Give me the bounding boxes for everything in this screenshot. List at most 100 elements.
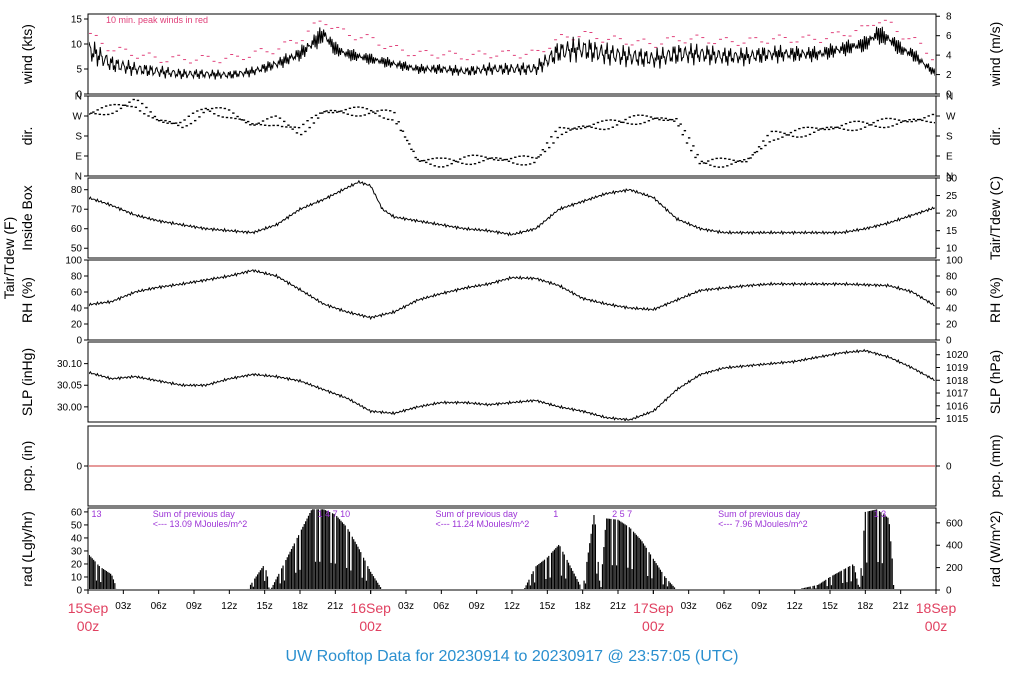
slp-right-tick-label: 1017 — [946, 389, 969, 400]
rh-right-tick-label: 80 — [946, 272, 958, 283]
date-label: 18Sep — [916, 600, 957, 616]
temp-left-tick-label: 80 — [71, 185, 83, 196]
time-tick-label: 12z — [504, 601, 520, 612]
slp-right-tick-label: 1019 — [946, 363, 969, 374]
dir-right-axis-label: dir. — [987, 127, 1003, 146]
time-tick-label: 06z — [151, 601, 167, 612]
wind-left-tick-label: 10 — [71, 40, 83, 51]
temp-right-tick-label: 10 — [946, 244, 958, 255]
wind-right-tick-label: 2 — [946, 70, 952, 81]
rad-right-tick-label: 200 — [946, 563, 963, 574]
time-tick-label: 18z — [857, 601, 873, 612]
dir-left-tick-label: N — [75, 172, 82, 183]
time-tick-label: 03z — [398, 601, 414, 612]
radiation-annotation: <--- 7.96 MJoules/m^2 — [718, 519, 808, 529]
time-tick-label: 06z — [433, 601, 449, 612]
radiation-annotation: Sum of previous day — [153, 509, 236, 519]
time-tick-label: 03z — [115, 601, 131, 612]
slp-right-tick-label: 1015 — [946, 414, 969, 425]
dir-right-tick-label: N — [946, 172, 953, 183]
dir-left-tick-label: E — [75, 152, 82, 163]
rh-left-tick-label: 80 — [71, 272, 83, 283]
dir-left-tick-label: N — [75, 92, 82, 103]
dir-right-tick-label: S — [946, 132, 953, 143]
time-tick-label: 15z — [539, 601, 555, 612]
rh-right-tick-label: 0 — [946, 336, 952, 347]
temp-left-tick-label: 60 — [71, 224, 83, 235]
pcp-right-tick-label: 0 — [946, 462, 952, 473]
time-tick-label: 09z — [469, 601, 485, 612]
temp-frame — [87, 177, 937, 259]
wind-series-line — [89, 26, 935, 80]
rad-right-tick-label: 0 — [946, 586, 952, 597]
rh-left-tick-label: 0 — [76, 336, 82, 347]
time-tick-label: 03z — [681, 601, 697, 612]
temp-right-tick-label: 25 — [946, 191, 958, 202]
wind-left-tick-label: 15 — [71, 15, 83, 26]
wind-frame — [87, 13, 937, 95]
rad-left-tick-label: 30 — [71, 546, 83, 557]
wind-right-tick-label: 0 — [946, 90, 952, 101]
panel-pcp: 0 0 pcp. (in) pcp. (mm) — [19, 425, 1003, 507]
time-tick-label: 09z — [186, 601, 202, 612]
time-tick-label: 18z — [575, 601, 591, 612]
time-tick-label: 18z — [292, 601, 308, 612]
radiation-annotation: 1 4 7 10 — [318, 509, 351, 519]
footer-title: UW Rooftop Data for 20230914 to 20230917… — [285, 648, 739, 665]
temp-right-tick-label: 30 — [946, 174, 958, 185]
date-label: 16Sep — [350, 600, 391, 616]
temp-left-axis-label: Tair/Tdew (F) — [1, 217, 17, 299]
temp-left-axis-label-2: Inside Box — [19, 185, 35, 250]
wind-left-tick-label: 5 — [76, 65, 82, 76]
dir-right-tick-label: W — [946, 112, 956, 123]
slp-frame — [87, 341, 937, 423]
rh-plot-area — [89, 269, 935, 321]
rh-right-axis-label: RH (%) — [987, 277, 1003, 323]
radiation-annotation: <--- 13.09 MJoules/m^2 — [153, 519, 248, 529]
radiation-annotation: <--- 11.24 MJoules/m^2 — [435, 519, 529, 529]
rh-right-tick-label: 100 — [946, 256, 963, 267]
date-label: 15Sep — [68, 600, 109, 616]
wind-right-axis-label: wind (m/s) — [987, 22, 1003, 88]
rh-left-axis-label: RH (%) — [19, 277, 35, 323]
radiation-annotation: 1 — [553, 509, 558, 519]
slp-series-line — [89, 348, 935, 421]
rh-left-tick-label: 60 — [71, 288, 83, 299]
wind-left-axis-label: wind (kts) — [19, 24, 35, 85]
rh-right-tick-label: 40 — [946, 304, 958, 315]
rad-right-tick-label: 400 — [946, 541, 963, 552]
wind-right-tick-label: 4 — [946, 51, 952, 62]
time-tick-label: 15z — [822, 601, 838, 612]
temp-left-tick-label: 50 — [71, 244, 83, 255]
rh-right-tick-label: 60 — [946, 288, 958, 299]
time-tick-label: 21z — [610, 601, 626, 612]
rad-plot-area — [89, 509, 895, 589]
pcp-left-axis-label: pcp. (in) — [19, 441, 35, 492]
rad-right-axis-label: rad (W/m^2) — [987, 511, 1003, 588]
temp-series-line — [89, 179, 935, 237]
date-time-label: 00z — [359, 618, 382, 634]
slp-left-tick-label: 30.10 — [57, 359, 82, 370]
dir-left-tick-label: W — [73, 112, 83, 123]
dir-right-tick-label: N — [946, 92, 953, 103]
time-tick-label: 09z — [751, 601, 767, 612]
rad-left-tick-label: 50 — [71, 520, 83, 531]
wind-right-tick-label: 6 — [946, 31, 952, 42]
date-label: 17Sep — [633, 600, 674, 616]
slp-right-tick-label: 1020 — [946, 350, 969, 361]
dir-left-tick-label: S — [75, 132, 82, 143]
date-time-label: 00z — [925, 618, 948, 634]
date-time-label: 00z — [642, 618, 665, 634]
radiation-annotation: 2 5 7 — [612, 509, 632, 519]
date-time-label: 00z — [77, 618, 100, 634]
slp-right-tick-label: 1016 — [946, 401, 969, 412]
radiation-annotation: Sum of previous day — [718, 509, 801, 519]
rh-left-tick-label: 100 — [65, 256, 82, 267]
time-tick-label: 21z — [893, 601, 909, 612]
wind-right-tick-label: 8 — [946, 12, 952, 23]
wind-peak-annotation: 10 min. peak winds in red — [106, 15, 208, 25]
